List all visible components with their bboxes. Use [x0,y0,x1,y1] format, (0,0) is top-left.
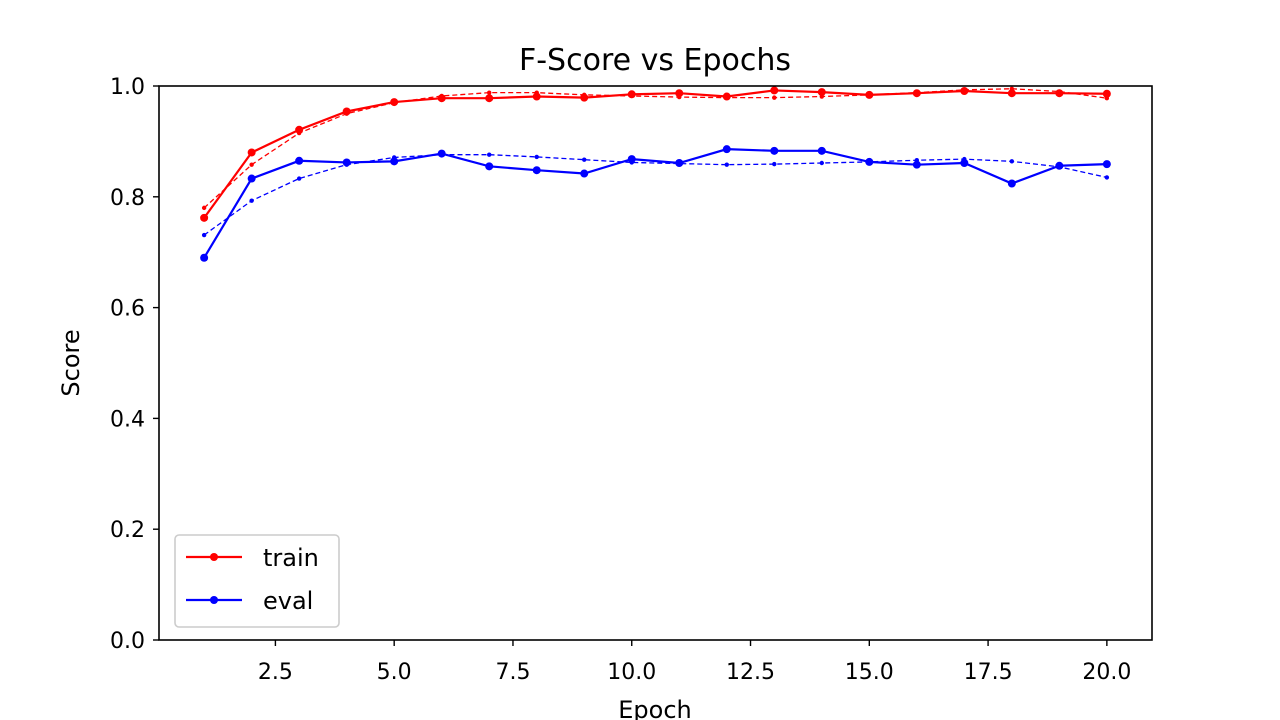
y-tick-label: 0.0 [110,629,145,654]
y-tick-label: 0.8 [110,186,145,211]
legend-train-label: train [263,544,319,572]
train-trend-point [201,205,207,211]
train-point [437,94,446,103]
legend-train-marker [210,553,218,561]
eval-trend-point [1104,175,1110,180]
eval-trend-point [1009,159,1015,164]
eval-trend-point [724,162,729,167]
eval-point [770,146,779,155]
train-point [342,107,351,116]
x-tick-label: 7.5 [495,660,530,685]
series-eval [200,145,1111,262]
eval-trend-point [487,152,492,157]
eval-trend-point [534,154,539,160]
train-point [580,93,589,102]
x-tick-label: 15.0 [845,660,894,685]
eval-point [342,158,351,167]
x-tick-label: 5.0 [377,660,412,685]
train-point [722,92,731,101]
legend-eval-marker [210,596,218,604]
x-tick-label: 10.0 [607,660,656,685]
eval-trend-point [249,198,254,203]
eval-point [580,169,589,178]
eval-trend-line [203,154,1108,236]
series-train [200,86,1111,222]
y-tick-label: 0.2 [110,518,145,543]
eval-point [1102,160,1111,169]
y-axis-label: Score [57,329,85,396]
train-trend-line [203,88,1107,209]
eval-point [200,253,209,262]
train-point [485,94,494,103]
eval-point [675,159,684,168]
y-axis: 0.0 0.2 0.4 0.6 0.8 1.0 [110,75,159,654]
eval-point [390,157,399,166]
plot-frame [158,85,1153,641]
eval-point [627,155,636,164]
eval-point [865,157,874,166]
y-tick-label: 1.0 [110,75,145,100]
plot-area [200,86,1111,262]
train-point [390,98,399,107]
train-point [1055,89,1064,98]
x-axis-label: Epoch [618,696,692,720]
x-tick-label: 12.5 [726,660,775,685]
y-tick-label: 0.6 [110,297,145,322]
legend-eval-label: eval [263,587,313,615]
eval-point [722,145,731,154]
train-point [817,88,826,97]
x-tick-label: 2.5 [258,660,293,685]
train-point [627,90,636,99]
eval-point [912,160,921,169]
x-axis: 2.5 5.0 7.5 10.0 12.5 15.0 17.5 20.0 [258,640,1131,685]
train-trend-point [487,90,492,95]
train-point [295,125,304,134]
x-tick-label: 20.0 [1082,660,1131,685]
eval-point [485,162,494,171]
train-point [1102,89,1111,98]
eval-point [295,156,304,165]
train-point [532,92,541,101]
train-line [203,89,1107,219]
train-trend-point [249,162,254,167]
train-point [960,86,969,95]
x-tick-label: 17.5 [964,660,1013,685]
chart-title: F-Score vs Epochs [519,43,791,78]
train-point [865,90,874,99]
eval-point [817,146,826,155]
eval-point [437,149,446,158]
eval-trend-point [819,160,824,166]
train-point [247,148,256,157]
train-point [675,89,684,98]
train-trend-point [772,95,777,100]
eval-trend-point [772,161,777,167]
train-point [770,86,779,95]
legend: train eval [174,534,340,628]
eval-point [960,159,969,168]
eval-point [532,166,541,175]
eval-point [1055,161,1064,170]
eval-trend-point [582,157,587,162]
eval-point [247,174,256,183]
eval-point [1007,179,1016,188]
eval-trend-point [201,232,207,238]
train-point [200,213,209,222]
y-tick-label: 0.4 [110,407,145,432]
train-point [1007,89,1016,98]
train-point [912,89,921,98]
eval-line [203,148,1107,259]
eval-trend-point [296,176,302,181]
